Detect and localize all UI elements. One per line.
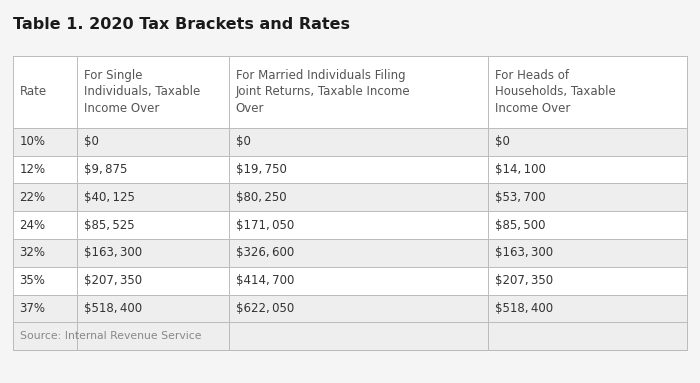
Bar — [13, 128, 687, 155]
Text: $0: $0 — [235, 135, 251, 148]
Text: For Single
Individuals, Taxable
Income Over: For Single Individuals, Taxable Income O… — [84, 69, 200, 115]
Text: 24%: 24% — [20, 219, 46, 232]
Bar — [13, 267, 687, 295]
Text: $85, 525: $85, 525 — [84, 219, 134, 232]
Text: $207, 350: $207, 350 — [496, 274, 554, 287]
Text: $518, 400: $518, 400 — [84, 302, 142, 315]
Text: $163, 300: $163, 300 — [496, 246, 554, 259]
Bar — [13, 211, 687, 239]
Text: Source: Internal Revenue Service: Source: Internal Revenue Service — [20, 331, 201, 341]
Text: $0: $0 — [84, 135, 99, 148]
Text: $326, 600: $326, 600 — [235, 246, 294, 259]
Bar — [13, 322, 687, 350]
Bar — [13, 56, 687, 128]
Bar — [13, 155, 687, 183]
Text: 32%: 32% — [20, 246, 46, 259]
Text: 35%: 35% — [20, 274, 46, 287]
Text: $53, 700: $53, 700 — [496, 191, 546, 204]
Bar — [13, 295, 687, 322]
Bar — [13, 239, 687, 267]
Text: 37%: 37% — [20, 302, 46, 315]
Text: $171, 050: $171, 050 — [235, 219, 294, 232]
Text: For Heads of
Households, Taxable
Income Over: For Heads of Households, Taxable Income … — [496, 69, 616, 115]
Text: $40, 125: $40, 125 — [84, 191, 134, 204]
Text: $622, 050: $622, 050 — [235, 302, 294, 315]
Text: For Married Individuals Filing
Joint Returns, Taxable Income
Over: For Married Individuals Filing Joint Ret… — [235, 69, 410, 115]
Text: $0: $0 — [496, 135, 510, 148]
Text: 12%: 12% — [20, 163, 46, 176]
Text: $80, 250: $80, 250 — [235, 191, 286, 204]
Text: $163, 300: $163, 300 — [84, 246, 142, 259]
Text: $9, 875: $9, 875 — [84, 163, 127, 176]
Text: $414, 700: $414, 700 — [235, 274, 294, 287]
Text: $207, 350: $207, 350 — [84, 274, 142, 287]
Text: $14, 100: $14, 100 — [496, 163, 546, 176]
Text: 22%: 22% — [20, 191, 46, 204]
Text: 10%: 10% — [20, 135, 46, 148]
Text: $19, 750: $19, 750 — [235, 163, 286, 176]
Text: Table 1. 2020 Tax Brackets and Rates: Table 1. 2020 Tax Brackets and Rates — [13, 17, 349, 32]
Bar — [13, 183, 687, 211]
Text: Rate: Rate — [20, 85, 47, 98]
Text: $518, 400: $518, 400 — [496, 302, 554, 315]
Text: $85, 500: $85, 500 — [496, 219, 546, 232]
